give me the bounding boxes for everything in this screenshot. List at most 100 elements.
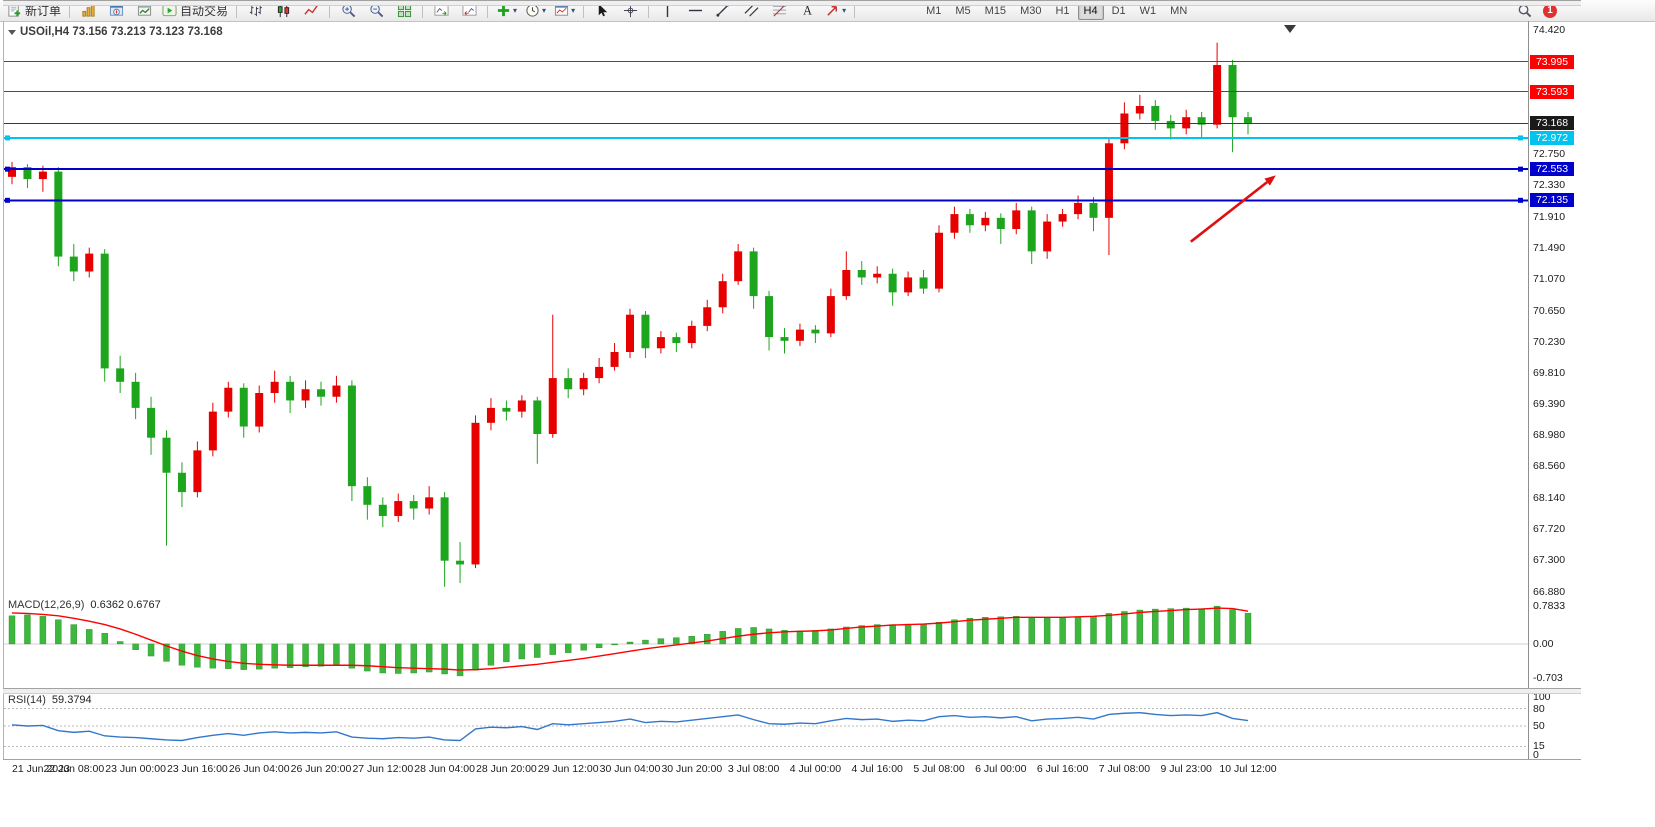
price-tick: 68.140 (1533, 491, 1566, 504)
macd-panel[interactable] (4, 597, 1528, 688)
equidistant-channel-icon[interactable] (738, 1, 764, 21)
line-handle[interactable] (5, 197, 10, 203)
price-tick: 69.810 (1533, 367, 1566, 380)
price-tick: 71.490 (1533, 241, 1566, 254)
svg-text:A: A (803, 4, 812, 18)
price-badge-73.593: 73.593 (1530, 84, 1574, 99)
notification-badge[interactable]: 1 (1543, 3, 1557, 18)
time-label: 23 Jun 00:00 (105, 763, 166, 775)
price-badge-73.995: 73.995 (1530, 54, 1574, 69)
price-tick: 68.980 (1533, 428, 1566, 441)
time-label: 27 Jun 12:00 (352, 763, 414, 775)
macd-values: 0.6362 0.6767 (90, 599, 161, 611)
timeframe-H1[interactable]: H1 (1055, 4, 1070, 17)
time-label: 4 Jul 00:00 (789, 763, 842, 775)
timeframe-D1[interactable]: D1 (1111, 4, 1126, 17)
toolbar-separator (583, 3, 585, 18)
rsi-line (11, 711, 1249, 742)
price-badge-72.972: 72.972 (1530, 130, 1574, 145)
timeframe-M15[interactable]: M15 (984, 4, 1007, 17)
hline-72.972[interactable] (4, 135, 1528, 141)
time-label: 5 Jul 08:00 (913, 763, 965, 775)
macd-label: MACD(12,26,9) 0.6362 0.6767 (8, 599, 161, 611)
rsi-panel[interactable] (4, 693, 1528, 759)
time-label: 7 Jul 08:00 (1098, 763, 1151, 775)
price-tick: 67.300 (1533, 554, 1566, 567)
timeframe-W1[interactable]: W1 (1139, 4, 1157, 17)
rsi-tick: 100 (1533, 691, 1551, 703)
time-label: 10 Jul 12:00 (1219, 763, 1277, 775)
rsi-label: RSI(14) 59.3794 (8, 694, 92, 706)
rsi-timeaxis-splitter (3, 759, 1581, 760)
text-label-icon[interactable]: A (794, 1, 820, 21)
time-label: 29 Jun 12:00 (537, 763, 599, 775)
macd-tick: 0.7833 (1533, 600, 1566, 612)
fibonacci-icon[interactable] (766, 1, 792, 21)
chart-menu-icon[interactable] (8, 29, 16, 35)
candles (8, 42, 1252, 587)
hline-72.553[interactable] (4, 166, 1528, 172)
line-handle[interactable] (1518, 135, 1523, 141)
arrows-icon[interactable]: ▾ (822, 1, 849, 21)
macd-rsi-splitter[interactable] (3, 688, 1581, 694)
toolbar-separator (69, 3, 71, 18)
time-label: 23 Jun 16:00 (167, 763, 228, 775)
timeframe-M5[interactable]: M5 (955, 4, 971, 17)
line-handle[interactable] (1518, 166, 1523, 172)
toolbar-separator (329, 3, 331, 18)
new-order-button[interactable]: 新订单 (4, 1, 64, 21)
timeframe-M1[interactable]: M1 (926, 4, 942, 17)
tile-windows-icon[interactable] (391, 1, 417, 21)
time-label: 3 Jul 08:00 (727, 763, 780, 775)
indicators-add-icon[interactable]: ▾ (493, 1, 520, 21)
toolbar-separator (487, 3, 489, 18)
autotrading-button[interactable]: 自动交易 (159, 1, 231, 21)
line-handle[interactable] (1518, 197, 1523, 203)
rsi-tick: 50 (1533, 720, 1545, 732)
price-badge-72.135: 72.135 (1530, 193, 1574, 208)
chart-title-text: USOil,H4 73.156 73.213 73.123 73.168 (20, 26, 223, 38)
candlestick-chart[interactable] (4, 22, 1528, 592)
price-tick: 74.420 (1533, 23, 1566, 36)
toolbar-separator (854, 3, 856, 18)
vertical-line-icon[interactable] (654, 1, 680, 21)
timeframe-M30[interactable]: M30 (1020, 4, 1042, 17)
line-chart-icon[interactable] (298, 1, 324, 21)
trend-arrow-annotation[interactable] (1190, 175, 1276, 243)
time-label: 28 Jun 04:00 (414, 763, 475, 775)
time-label: 6 Jul 16:00 (1036, 763, 1089, 775)
price-tick: 71.070 (1533, 273, 1566, 286)
line-handle[interactable] (5, 166, 10, 172)
time-axis: 21 Jun 2023 22 Jun 08:00 23 Jun 00:00 23 Ju… (4, 761, 1528, 779)
rsi-value: 59.3794 (51, 694, 92, 706)
toolbar-right-group: 1 (1510, 1, 1557, 21)
zoom-in-icon[interactable] (335, 1, 361, 21)
price-tick: 67.720 (1533, 522, 1566, 535)
macd-tick: 0.00 (1533, 637, 1554, 650)
price-macd-splitter[interactable] (3, 0, 1581, 6)
time-label: 26 Jun 20:00 (290, 763, 352, 775)
cursor-icon[interactable] (589, 1, 615, 21)
rsi-tick: 15 (1533, 740, 1545, 753)
timeframe-MN[interactable]: MN (1170, 4, 1188, 17)
line-handle[interactable] (5, 135, 10, 141)
time-label: 28 Jun 20:00 (476, 763, 537, 775)
macd-indicator-name: MACD(12,26,9) (8, 599, 85, 611)
crosshair-icon[interactable] (617, 1, 643, 21)
periods-icon[interactable]: ▾ (522, 1, 549, 21)
hline-72.135[interactable] (4, 197, 1528, 203)
timeframe-group: M1 M5 M15 M30 H1 H4 D1 W1 MN (919, 1, 1194, 20)
candlestick-chart-icon[interactable] (270, 1, 296, 21)
bar-chart-icon[interactable] (242, 1, 268, 21)
rsi-tick: 0 (1533, 749, 1539, 761)
price-badge-72.553: 72.553 (1530, 162, 1574, 177)
time-label: 30 Jun 20:00 (661, 763, 723, 775)
chart-shift-marker[interactable] (1284, 25, 1296, 33)
price-axis-border (1528, 21, 1529, 760)
price-tick: 70.650 (1533, 304, 1566, 317)
price-tick: 72.750 (1533, 147, 1566, 160)
horizontal-line-icon[interactable] (682, 1, 708, 21)
price-tick: 72.330 (1533, 179, 1566, 192)
price-tick: 70.230 (1533, 335, 1566, 348)
